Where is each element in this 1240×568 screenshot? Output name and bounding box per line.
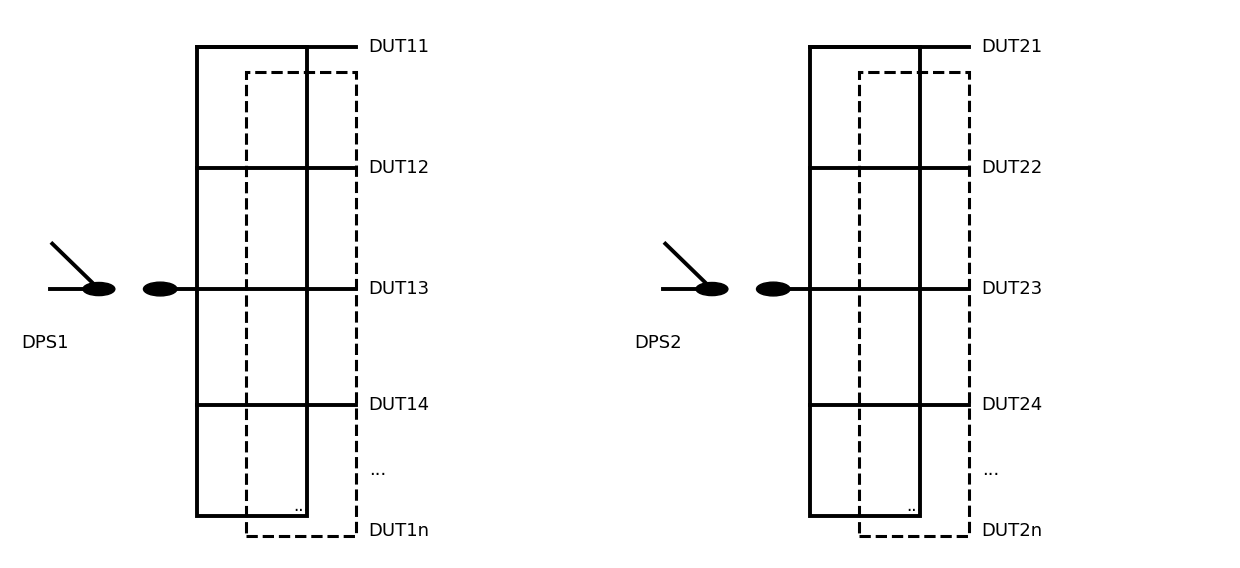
Text: DUT11: DUT11 [368, 38, 429, 56]
Text: DUT21: DUT21 [982, 38, 1043, 56]
Circle shape [144, 282, 177, 296]
Text: DUT1n: DUT1n [368, 522, 429, 540]
Text: ...: ... [906, 496, 923, 515]
Text: DPS2: DPS2 [635, 335, 682, 352]
Text: DUT13: DUT13 [368, 280, 430, 298]
Text: DUT12: DUT12 [368, 159, 430, 177]
Text: DUT22: DUT22 [982, 159, 1043, 177]
Text: DUT24: DUT24 [982, 396, 1043, 414]
Text: DUT23: DUT23 [982, 280, 1043, 298]
Text: DUT14: DUT14 [368, 396, 430, 414]
Text: DPS1: DPS1 [21, 335, 69, 352]
Text: ...: ... [982, 461, 999, 479]
Circle shape [696, 282, 728, 295]
Circle shape [756, 282, 790, 296]
Text: ...: ... [368, 461, 386, 479]
Text: ...: ... [294, 496, 309, 515]
Circle shape [83, 282, 115, 295]
Text: DUT2n: DUT2n [982, 522, 1043, 540]
